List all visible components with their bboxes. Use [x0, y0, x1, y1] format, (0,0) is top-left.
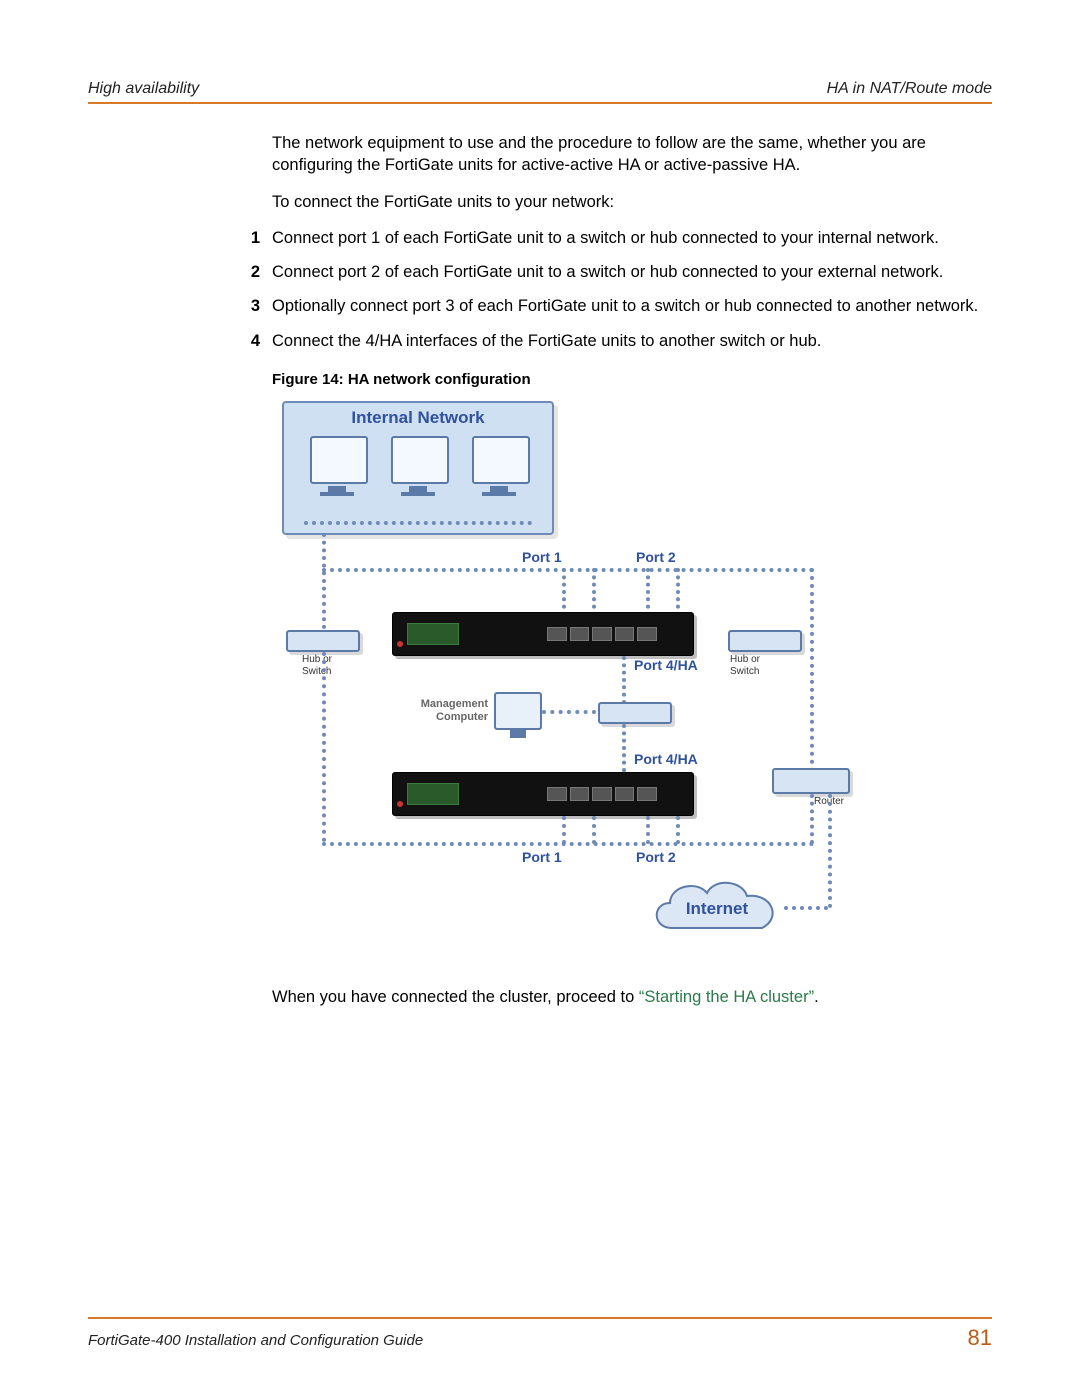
- port2-top-label: Port 2: [636, 548, 676, 567]
- step-row: 3Optionally connect port 3 of each Forti…: [272, 295, 992, 317]
- hub-left-icon: [286, 630, 360, 652]
- footer-rule: [88, 1317, 992, 1319]
- dotted-line: [784, 906, 828, 910]
- management-monitor-icon: [494, 692, 542, 730]
- dotted-line: [646, 568, 650, 616]
- internal-network-box: Internal Network: [282, 401, 554, 535]
- closing-paragraph: When you have connected the cluster, pro…: [272, 986, 992, 1008]
- dotted-line: [542, 710, 596, 714]
- dotted-line: [622, 724, 626, 772]
- dotted-line: [622, 656, 626, 704]
- step-number: 3: [232, 295, 260, 317]
- internet-cloud: Internet: [642, 868, 792, 948]
- body-content: The network equipment to use and the pro…: [272, 132, 992, 1008]
- internal-monitors: [284, 436, 552, 496]
- closing-pre: When you have connected the cluster, pro…: [272, 988, 639, 1006]
- hub-center-icon: [598, 702, 672, 724]
- dotted-line: [322, 842, 814, 846]
- page-number: 81: [968, 1325, 992, 1351]
- hub-left-label: Hub or Switch: [302, 654, 332, 677]
- port4ha-lower-label: Port 4/HA: [634, 750, 698, 769]
- management-label: Management Computer: [412, 698, 488, 723]
- hub-right-icon: [728, 630, 802, 652]
- monitor-icon: [310, 436, 364, 496]
- dotted-line: [562, 568, 566, 616]
- fortigate-bottom-icon: [392, 772, 694, 816]
- dotted-line: [828, 794, 832, 908]
- port1-bot-label: Port 1: [522, 848, 562, 867]
- ha-network-diagram: Internal Network Port 1 Port 2 Hub or Sw…: [272, 398, 848, 968]
- dotted-line: [322, 652, 326, 842]
- internal-network-title: Internal Network: [284, 407, 552, 430]
- dotted-line: [322, 568, 814, 572]
- dotted-line: [592, 568, 596, 616]
- page-header: High availability HA in NAT/Route mode: [88, 80, 992, 102]
- port1-top-label: Port 1: [522, 548, 562, 567]
- dotted-line: [304, 521, 532, 525]
- router-icon: [772, 768, 850, 794]
- step-text: Connect port 2 of each FortiGate unit to…: [272, 261, 992, 283]
- step-number: 4: [232, 330, 260, 352]
- step-row: 4Connect the 4/HA interfaces of the Fort…: [272, 330, 992, 352]
- port4ha-upper-label: Port 4/HA: [634, 656, 698, 675]
- step-text: Connect the 4/HA interfaces of the Forti…: [272, 330, 992, 352]
- monitor-icon: [472, 436, 526, 496]
- header-right: HA in NAT/Route mode: [827, 80, 992, 98]
- starting-ha-cluster-link[interactable]: “Starting the HA cluster”: [639, 988, 814, 1006]
- header-left: High availability: [88, 80, 199, 98]
- step-row: 1Connect port 1 of each FortiGate unit t…: [272, 227, 992, 249]
- step-number: 1: [232, 227, 260, 249]
- steps-list: 1Connect port 1 of each FortiGate unit t…: [272, 227, 992, 352]
- dotted-line: [810, 568, 814, 772]
- port2-bot-label: Port 2: [636, 848, 676, 867]
- intro-paragraph-1: The network equipment to use and the pro…: [272, 132, 992, 177]
- dotted-line: [676, 568, 680, 616]
- internet-label: Internet: [642, 898, 792, 921]
- step-text: Optionally connect port 3 of each FortiG…: [272, 295, 992, 317]
- dotted-line: [646, 816, 650, 844]
- header-rule: [88, 102, 992, 104]
- monitor-icon: [391, 436, 445, 496]
- fortigate-top-icon: [392, 612, 694, 656]
- step-row: 2Connect port 2 of each FortiGate unit t…: [272, 261, 992, 283]
- dotted-line: [562, 816, 566, 844]
- hub-right-label: Hub or Switch: [730, 654, 760, 677]
- step-number: 2: [232, 261, 260, 283]
- step-text: Connect port 1 of each FortiGate unit to…: [272, 227, 992, 249]
- dotted-line: [322, 533, 326, 629]
- page-footer: FortiGate-400 Installation and Configura…: [88, 1317, 992, 1351]
- intro-paragraph-2: To connect the FortiGate units to your n…: [272, 191, 992, 213]
- dotted-line: [592, 816, 596, 844]
- figure-caption: Figure 14: HA network configuration: [272, 370, 992, 390]
- closing-post: .: [814, 988, 819, 1006]
- dotted-line: [676, 816, 680, 844]
- dotted-line: [810, 794, 814, 844]
- footer-left: FortiGate-400 Installation and Configura…: [88, 1332, 423, 1349]
